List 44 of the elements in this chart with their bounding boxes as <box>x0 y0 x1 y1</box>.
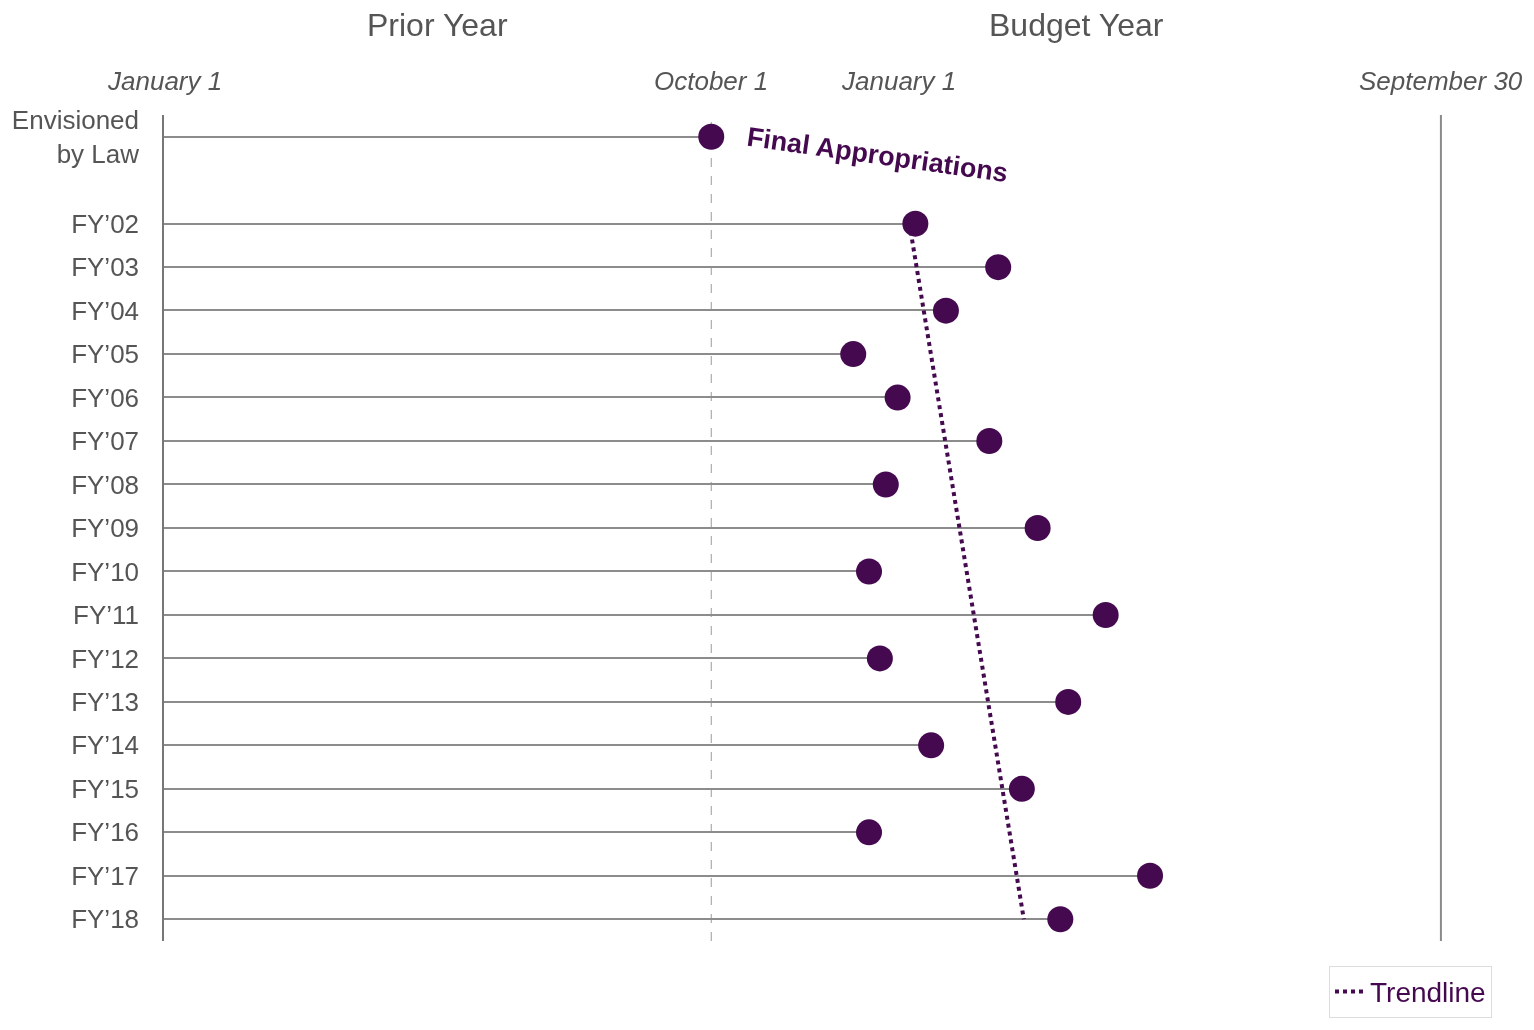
text: Prior Year <box>367 7 508 43</box>
y-tick-label: FY’11 <box>73 600 140 631</box>
y-tick-label: FY’07 <box>71 426 140 457</box>
y-tick-label: FY’09 <box>71 513 140 544</box>
annotation: Final Appropriations <box>745 121 1010 189</box>
point <box>902 210 929 237</box>
point <box>856 819 883 846</box>
y-tick-label: FY’08 <box>71 469 140 500</box>
y-tick-label: FY’13 <box>71 686 140 717</box>
y-tick-label: FY’03 <box>71 252 140 283</box>
y-tick-label: FY’06 <box>71 382 140 413</box>
text: January 1 <box>107 66 223 96</box>
point <box>932 297 959 324</box>
point <box>884 384 911 411</box>
y-tick-label: Envisioned by Law <box>11 104 140 169</box>
point <box>976 428 1003 455</box>
point <box>698 123 725 150</box>
point <box>1092 601 1119 628</box>
point <box>1055 688 1082 715</box>
y-tick-label: FY’02 <box>71 208 140 239</box>
point <box>1008 775 1035 802</box>
point <box>872 471 899 498</box>
point <box>1024 515 1051 541</box>
point <box>1047 906 1074 933</box>
legend-label: Trendline <box>1370 977 1486 1009</box>
y-tick-label: FY’17 <box>71 860 140 891</box>
y-tick-label: FY’14 <box>71 730 140 761</box>
point <box>1137 862 1164 889</box>
ref-line-label: October 1 <box>654 66 769 96</box>
point <box>856 558 883 585</box>
point <box>866 645 893 672</box>
y-tick-label: FY’05 <box>71 339 140 370</box>
y-tick-label: FY’16 <box>71 817 140 848</box>
y-tick-label: FY’10 <box>71 556 140 587</box>
text: Budget Year <box>989 7 1164 43</box>
point <box>840 341 867 368</box>
y-tick-label: FY’04 <box>71 295 140 326</box>
point <box>918 732 945 759</box>
y-tick-label: FY’15 <box>71 773 140 804</box>
y-tick-label: FY’12 <box>71 643 140 674</box>
point <box>985 254 1012 281</box>
text: January 1 <box>841 66 957 96</box>
ref-line-label: September 30 <box>1359 66 1523 96</box>
y-tick-label: FY’18 <box>71 904 140 935</box>
